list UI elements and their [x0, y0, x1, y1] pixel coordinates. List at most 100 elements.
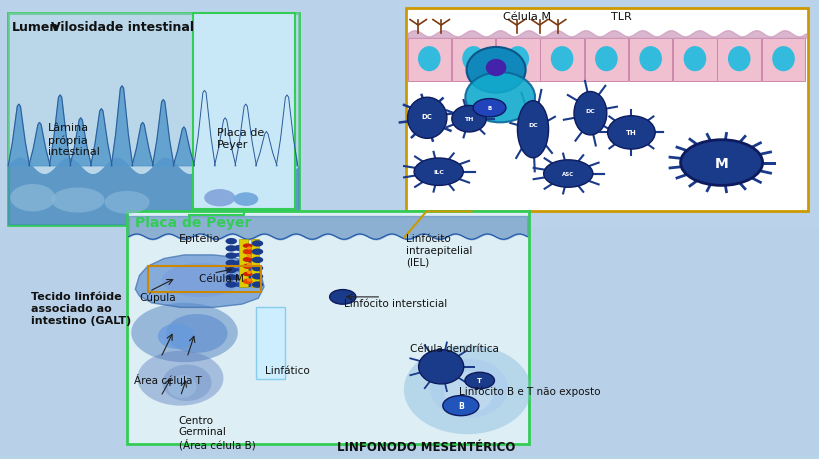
- Ellipse shape: [247, 271, 251, 274]
- Ellipse shape: [242, 244, 252, 248]
- Ellipse shape: [165, 314, 227, 353]
- Circle shape: [543, 161, 592, 188]
- Text: DC: DC: [585, 109, 595, 114]
- Text: TLR: TLR: [610, 12, 631, 22]
- Bar: [540, 39, 583, 82]
- Text: Tecido linfóide
associado ao
intestino (GALT): Tecido linfóide associado ao intestino (…: [31, 292, 131, 325]
- Bar: [628, 39, 672, 82]
- Polygon shape: [276, 96, 297, 167]
- Ellipse shape: [162, 365, 211, 401]
- Text: M: M: [714, 156, 727, 170]
- Ellipse shape: [727, 47, 749, 72]
- Ellipse shape: [247, 247, 251, 250]
- Ellipse shape: [506, 47, 528, 72]
- Bar: [407, 39, 450, 82]
- Text: T: T: [477, 378, 482, 384]
- Ellipse shape: [247, 254, 251, 258]
- Ellipse shape: [550, 47, 572, 72]
- Ellipse shape: [242, 257, 252, 263]
- Ellipse shape: [158, 324, 195, 349]
- Ellipse shape: [403, 345, 531, 434]
- Ellipse shape: [232, 275, 256, 281]
- Polygon shape: [8, 105, 29, 167]
- Text: Placa de
Peyer: Placa de Peyer: [217, 128, 265, 149]
- Text: Vilosidade intestinal: Vilosidade intestinal: [51, 21, 193, 34]
- Ellipse shape: [465, 73, 535, 123]
- FancyBboxPatch shape: [192, 14, 295, 210]
- Ellipse shape: [167, 375, 197, 398]
- Circle shape: [225, 253, 237, 259]
- Ellipse shape: [247, 279, 251, 282]
- Circle shape: [442, 396, 478, 416]
- Bar: [451, 39, 495, 82]
- Circle shape: [225, 260, 237, 267]
- Bar: [761, 39, 804, 82]
- Bar: [0, 0, 819, 228]
- Bar: [495, 39, 539, 82]
- Polygon shape: [152, 101, 174, 167]
- Ellipse shape: [242, 249, 252, 255]
- Text: Centro
Germinal
(Área célula B): Centro Germinal (Área célula B): [179, 415, 256, 450]
- Bar: [672, 39, 716, 82]
- FancyBboxPatch shape: [405, 9, 807, 212]
- Ellipse shape: [242, 272, 252, 277]
- Text: Cúpula: Cúpula: [139, 292, 176, 302]
- Polygon shape: [111, 87, 133, 167]
- Polygon shape: [8, 14, 299, 174]
- Ellipse shape: [242, 279, 252, 285]
- Ellipse shape: [573, 92, 606, 135]
- Ellipse shape: [232, 268, 256, 272]
- Ellipse shape: [462, 47, 484, 72]
- Text: TH: TH: [625, 130, 636, 136]
- Ellipse shape: [517, 101, 548, 158]
- Text: B: B: [457, 401, 464, 410]
- Circle shape: [251, 265, 263, 272]
- Ellipse shape: [444, 371, 493, 413]
- Circle shape: [225, 267, 237, 274]
- Text: LINFONODO MESENTÉRICO: LINFONODO MESENTÉRICO: [337, 440, 515, 453]
- Circle shape: [473, 100, 505, 118]
- Polygon shape: [49, 96, 70, 167]
- Ellipse shape: [232, 253, 256, 257]
- Ellipse shape: [683, 47, 705, 72]
- Ellipse shape: [639, 47, 661, 72]
- Ellipse shape: [451, 106, 486, 133]
- Ellipse shape: [418, 47, 440, 72]
- Polygon shape: [235, 105, 256, 167]
- Circle shape: [225, 246, 237, 252]
- Bar: [584, 39, 627, 82]
- Bar: [239, 239, 247, 287]
- Ellipse shape: [232, 245, 256, 252]
- Ellipse shape: [247, 263, 251, 266]
- Ellipse shape: [771, 47, 794, 72]
- Circle shape: [251, 249, 263, 255]
- Ellipse shape: [131, 303, 238, 363]
- Circle shape: [251, 257, 263, 263]
- Polygon shape: [29, 123, 50, 167]
- Text: Epitélio: Epitélio: [179, 233, 219, 243]
- Circle shape: [225, 274, 237, 281]
- Text: ILC: ILC: [432, 170, 444, 175]
- Text: Área célula T: Área célula T: [133, 375, 201, 385]
- Ellipse shape: [204, 190, 235, 207]
- FancyBboxPatch shape: [127, 212, 528, 444]
- Polygon shape: [173, 128, 194, 167]
- Text: Linfócito B e T não exposto: Linfócito B e T não exposto: [459, 386, 600, 397]
- Polygon shape: [256, 132, 277, 167]
- Text: ASC: ASC: [562, 172, 573, 177]
- Circle shape: [251, 241, 263, 247]
- Polygon shape: [132, 123, 153, 167]
- Ellipse shape: [105, 191, 149, 214]
- Polygon shape: [70, 118, 91, 167]
- Text: TH: TH: [464, 117, 473, 122]
- Text: Placa de Peyer: Placa de Peyer: [135, 216, 251, 230]
- Text: Linfócito
intraepitelial
(IEL): Linfócito intraepitelial (IEL): [405, 234, 472, 267]
- Text: Lâmina
própria
intestinal: Lâmina própria intestinal: [48, 123, 99, 157]
- Text: B: B: [486, 106, 491, 111]
- Polygon shape: [215, 118, 236, 167]
- Ellipse shape: [138, 351, 223, 406]
- Ellipse shape: [232, 282, 256, 288]
- FancyBboxPatch shape: [256, 307, 284, 379]
- Ellipse shape: [485, 60, 506, 77]
- Polygon shape: [91, 109, 112, 167]
